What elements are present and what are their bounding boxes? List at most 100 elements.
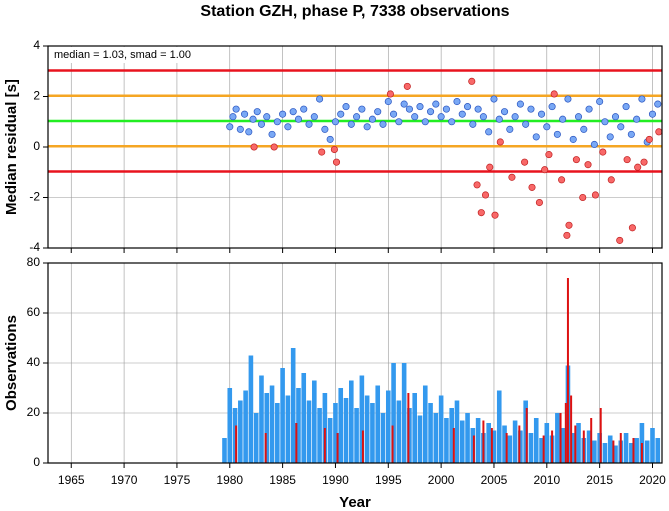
point	[545, 151, 553, 159]
y-tick-label: 0	[33, 139, 40, 153]
point	[270, 143, 278, 151]
point	[511, 113, 519, 121]
bar	[574, 425, 577, 463]
bar	[570, 395, 573, 463]
bar	[285, 395, 291, 463]
bar	[295, 423, 298, 463]
bar	[428, 403, 433, 463]
point	[628, 224, 636, 232]
point	[559, 115, 567, 123]
point	[601, 118, 609, 126]
point	[563, 231, 571, 239]
bar	[306, 400, 312, 463]
bar	[623, 433, 629, 463]
point	[289, 108, 297, 116]
x-tick-label: 1965	[58, 473, 85, 487]
point	[368, 115, 376, 123]
bar	[505, 433, 508, 463]
bar	[333, 403, 338, 463]
point	[638, 95, 646, 103]
bar	[555, 413, 560, 463]
point	[342, 103, 350, 111]
bar	[576, 423, 581, 463]
bar	[452, 428, 455, 463]
bar	[317, 408, 322, 463]
point	[537, 110, 546, 118]
annotation: median = 1.03, smad = 1.00	[54, 49, 191, 61]
bar	[264, 393, 270, 463]
y-tick-label: 20	[27, 405, 41, 419]
x-tick-label: 1995	[375, 473, 402, 487]
bar	[296, 388, 301, 463]
bar	[564, 403, 567, 463]
point	[616, 236, 624, 244]
point	[448, 118, 456, 126]
point	[427, 108, 435, 116]
y-tick-label: 80	[27, 255, 41, 269]
point	[532, 133, 540, 141]
bar	[275, 403, 280, 463]
bar	[472, 435, 475, 463]
bar	[559, 413, 562, 463]
bar	[465, 413, 470, 463]
point	[250, 143, 258, 151]
bar	[491, 430, 497, 463]
bar	[280, 368, 285, 463]
plot-area	[48, 46, 662, 248]
bar	[422, 385, 428, 463]
x-tick-label: 1980	[216, 473, 243, 487]
point	[580, 125, 588, 133]
bar	[449, 408, 454, 463]
point	[496, 138, 504, 146]
bar	[475, 418, 481, 463]
point	[403, 82, 411, 90]
bar	[486, 423, 491, 463]
bar	[632, 438, 635, 463]
bar	[496, 390, 502, 463]
point	[596, 98, 604, 106]
point	[468, 77, 476, 85]
x-tick-label: 1975	[164, 473, 191, 487]
y-axis-label: Observations	[3, 315, 20, 411]
point	[249, 115, 257, 123]
point	[263, 113, 271, 121]
bar	[502, 425, 507, 463]
bar	[312, 380, 317, 463]
bar	[380, 413, 386, 463]
point	[579, 193, 587, 202]
point	[508, 173, 516, 181]
point	[654, 100, 662, 108]
bar	[602, 443, 608, 463]
point	[627, 130, 635, 138]
point	[564, 95, 572, 103]
point	[528, 183, 536, 191]
point	[655, 128, 662, 136]
bar	[644, 440, 650, 463]
point	[500, 108, 509, 116]
bar	[597, 433, 602, 463]
bar	[407, 393, 410, 463]
point	[405, 105, 413, 113]
bar	[301, 373, 307, 463]
bar	[566, 278, 569, 463]
bar	[327, 418, 333, 463]
bar	[370, 403, 375, 463]
point	[550, 90, 558, 98]
bar	[359, 375, 365, 463]
point	[358, 105, 366, 113]
point	[558, 176, 566, 184]
point	[623, 156, 631, 164]
point	[469, 120, 477, 128]
point	[572, 156, 580, 164]
point	[535, 199, 543, 207]
point	[257, 120, 266, 128]
point	[229, 113, 237, 121]
bar	[655, 438, 661, 463]
point	[330, 145, 338, 154]
bar	[235, 425, 238, 463]
point	[416, 103, 424, 111]
x-tick-label: 2005	[481, 473, 508, 487]
point	[553, 130, 561, 138]
bar	[459, 420, 465, 463]
point	[374, 108, 382, 116]
